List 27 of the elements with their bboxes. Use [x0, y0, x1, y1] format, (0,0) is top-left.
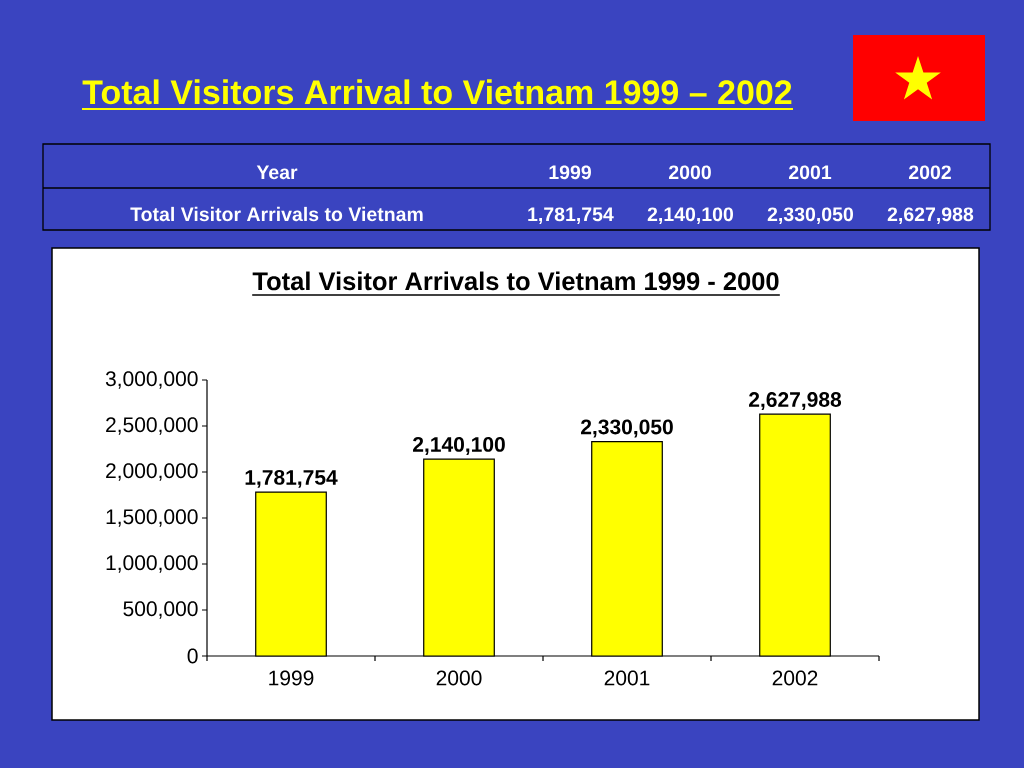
data-label: 2,627,988 [749, 392, 842, 411]
category-label: 2000 [669, 165, 711, 180]
data-label: 2,330,050 [581, 419, 673, 438]
x-tick-label: 1999 [269, 670, 314, 686]
x-tick-label: 2000 [436, 670, 482, 686]
text: Year [256, 165, 298, 180]
x-tick-label: 2002 [772, 670, 818, 686]
x-tick-label: 2001 [604, 670, 650, 686]
category-label: 2001 [789, 165, 832, 180]
category-label: 1999 [549, 165, 591, 180]
y-tick-label: 500,000 [123, 601, 198, 619]
text: 2,330,050 [767, 207, 853, 224]
text: 1,781,754 [528, 207, 614, 224]
category-label: 2002 [909, 165, 951, 180]
text: 2,627,988 [887, 207, 974, 224]
data-label: 2,140,100 [413, 436, 505, 455]
y-tick-label: 0 [187, 648, 198, 664]
y-tick-label: 2,000,000 [106, 463, 198, 481]
chart-subtitle: Total Visitor Arrivals to Vietnam 1999 - 2000 [252, 271, 779, 291]
y-tick-label: 2,500,000 [106, 417, 198, 435]
y-tick-label: 1,000,000 [106, 555, 198, 573]
text: Total Visitor Arrivals to Vietnam [130, 206, 423, 222]
y-tick-label: 3,000,000 [105, 371, 198, 389]
chart-title: Total Visitors Arrival to Vietnam 1999 – 2002 [82, 79, 792, 105]
text: 2,140,100 [647, 207, 733, 224]
y-tick-label: 1,500,000 [106, 509, 198, 527]
data-label: 1,781,754 [245, 469, 338, 488]
